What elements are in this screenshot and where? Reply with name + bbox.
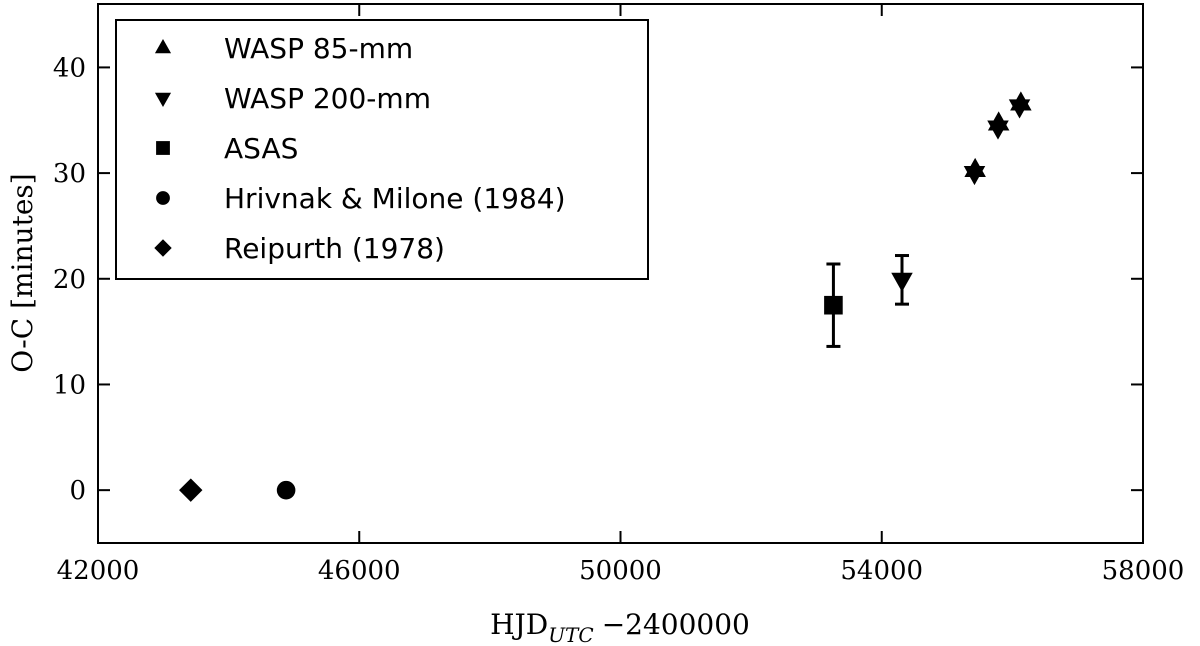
legend-marker-triangle-up xyxy=(154,38,172,54)
data-point-diamond xyxy=(179,478,203,502)
legend-label: WASP 200-mm xyxy=(224,82,431,115)
data-markers xyxy=(179,91,1032,502)
legend-label: ASAS xyxy=(224,132,298,165)
data-point-circle xyxy=(276,480,296,500)
data-point-triangle-down xyxy=(987,120,1009,140)
x-tick-label: 46000 xyxy=(318,556,401,586)
y-tick-label: 30 xyxy=(53,159,86,189)
x-tick-label: 50000 xyxy=(579,556,662,586)
x-axis-label-main: HJD xyxy=(490,608,548,641)
x-axis-label-suffix: −2400000 xyxy=(602,608,750,641)
y-tick-label: 20 xyxy=(53,265,86,295)
data-point-triangle-down xyxy=(891,272,913,292)
data-point-triangle-down xyxy=(1008,99,1031,119)
x-axis-label: HJDUTC −2400000 xyxy=(490,608,750,646)
legend-label: Hrivnak & Milone (1984) xyxy=(224,182,566,215)
x-axis-label-subscript: UTC xyxy=(548,623,594,646)
legend-label: Reipurth (1978) xyxy=(224,232,445,265)
legend-label: WASP 85-mm xyxy=(224,32,413,65)
data-point-triangle-down xyxy=(963,165,986,186)
y-axis-label: O-C [minutes] xyxy=(6,173,39,372)
legend-marker-triangle-down xyxy=(154,92,172,108)
y-tick-label: 10 xyxy=(53,370,86,400)
legend-marker-circle xyxy=(156,191,170,205)
legend-marker-square xyxy=(156,141,170,155)
y-tick-label: 0 xyxy=(69,476,86,506)
x-tick-label: 54000 xyxy=(840,556,923,586)
legend-box xyxy=(115,19,649,280)
y-tick-label: 40 xyxy=(53,53,86,83)
x-tick-label: 58000 xyxy=(1102,556,1185,586)
legend: WASP 85-mm WASP 200-mm ASAS Hrivnak & Milon… xyxy=(115,19,649,280)
axis-ticks: 42000 46000 50000 54000 58000 0 10 20 30 40 xyxy=(53,4,1184,586)
legend-marker-diamond xyxy=(154,239,172,257)
x-tick-label: 42000 xyxy=(57,556,140,586)
data-point-square xyxy=(824,295,843,315)
